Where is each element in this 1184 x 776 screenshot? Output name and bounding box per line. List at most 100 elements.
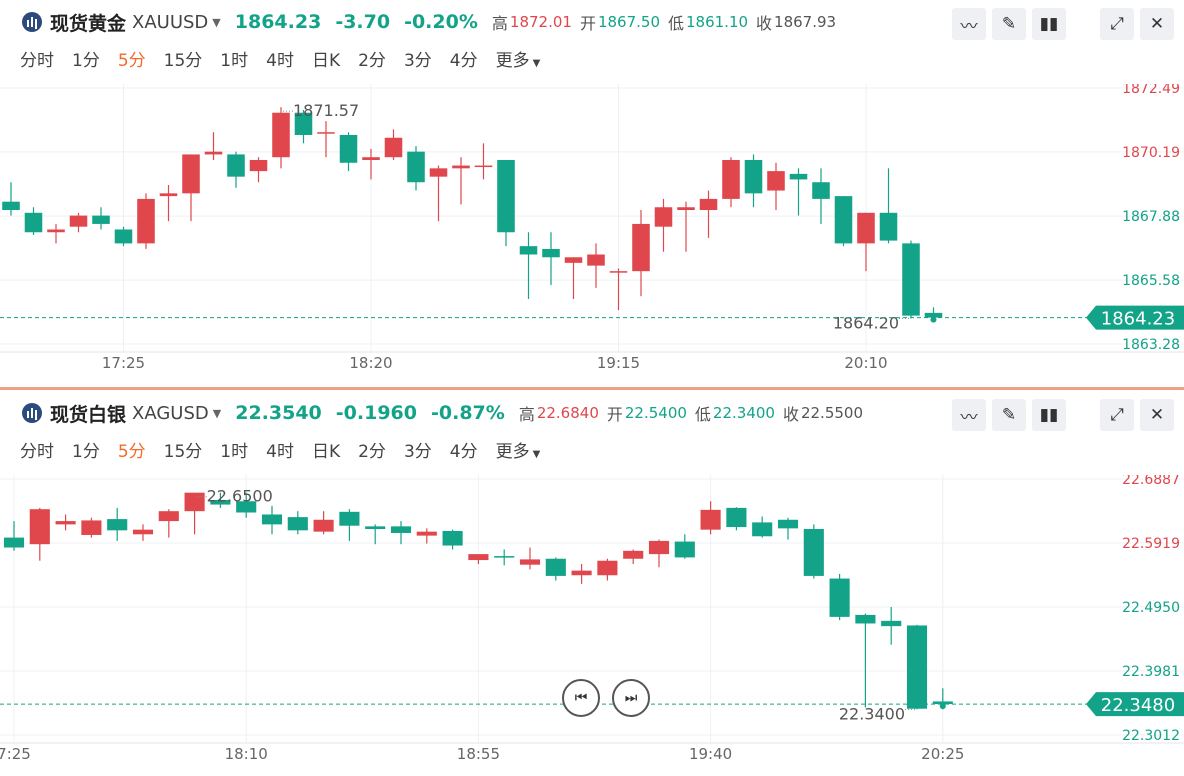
- tab-period[interactable]: 1分: [72, 51, 100, 71]
- candle-body: [906, 625, 928, 709]
- close-value: 22.5500: [800, 404, 863, 422]
- tab-period[interactable]: 4时: [266, 442, 294, 462]
- tab-period[interactable]: 4分: [449, 51, 478, 71]
- candle-body: [564, 257, 583, 263]
- tab-period[interactable]: 1时: [220, 51, 249, 71]
- expand-icon[interactable]: ⤢: [1100, 399, 1134, 431]
- candle-body: [158, 511, 179, 522]
- last-price-tag-label: 1864.23: [1101, 309, 1175, 330]
- y-tick-label: 1865.58: [1122, 273, 1180, 289]
- tab-period[interactable]: 2分: [358, 442, 386, 462]
- candle-body: [81, 520, 102, 535]
- high-value: 22.6840: [536, 404, 599, 422]
- candle-body: [677, 207, 695, 211]
- open-value: 22.5400: [624, 404, 687, 422]
- candle-body: [69, 215, 88, 227]
- close-value: 1867.93: [774, 13, 837, 31]
- gold-panel: 现货黄金 XAUUSD ▼ 1864.23 -3.70 -0.20% 高 1872…: [0, 8, 1184, 384]
- expand-icon[interactable]: ⤢: [1100, 8, 1134, 40]
- candle-body: [519, 559, 541, 565]
- candle-body: [587, 254, 605, 266]
- low-value: 1861.10: [686, 13, 749, 31]
- candle-body: [879, 212, 898, 241]
- close-label: 收: [782, 405, 799, 424]
- skip-forward-icon[interactable]: ⏭: [612, 679, 650, 717]
- candle-body: [924, 312, 943, 318]
- candle-body: [339, 134, 358, 163]
- candle-body: [699, 198, 718, 211]
- silver-panel: 现货白银 XAGUSD ▼ 22.3540 -0.1960 -0.87% 高 22…: [0, 391, 1184, 776]
- candle-tool-icon[interactable]: ▮▮: [1032, 399, 1066, 431]
- max-price-label: 22.6500: [207, 487, 273, 506]
- y-tick-label: 22.4950: [1122, 600, 1180, 616]
- close-icon[interactable]: ✕: [1140, 399, 1174, 431]
- pen-tool-icon[interactable]: ✎: [992, 8, 1026, 40]
- chevron-down-icon[interactable]: ▼: [212, 406, 222, 420]
- candle-body: [313, 519, 334, 532]
- tab-period[interactable]: 15分: [163, 442, 203, 462]
- instrument-name[interactable]: 现货黄金: [50, 12, 127, 35]
- candle-body: [2, 201, 20, 211]
- pen-tool-icon[interactable]: ✎: [992, 399, 1026, 431]
- tab-period-active[interactable]: 5分: [117, 51, 146, 71]
- tab-period[interactable]: 分时: [20, 51, 54, 71]
- tab-period[interactable]: 日K: [311, 442, 341, 462]
- price-change: -3.70: [335, 11, 391, 33]
- tab-more[interactable]: 更多 ▼: [496, 437, 541, 462]
- instrument-name[interactable]: 现货白银: [50, 403, 127, 426]
- instrument-code[interactable]: XAUUSD: [132, 11, 209, 33]
- instrument-code[interactable]: XAGUSD: [132, 402, 209, 424]
- y-tick-label: 22.3012: [1122, 728, 1180, 744]
- candle-body: [317, 132, 335, 134]
- open-value: 1867.50: [597, 13, 660, 31]
- close-icon[interactable]: ✕: [1140, 8, 1174, 40]
- tab-period[interactable]: 1时: [220, 442, 249, 462]
- tab-period[interactable]: 3分: [403, 442, 432, 462]
- candle-body: [789, 173, 808, 180]
- candle-body: [494, 556, 515, 558]
- period-tabs: 分时 1分 5分 15分 1时 4时 日K 2分 3分 4分 更多 ▼: [20, 437, 558, 462]
- tab-period[interactable]: 日K: [311, 51, 341, 71]
- candle-body: [857, 212, 875, 244]
- candle-body: [24, 212, 43, 233]
- x-tick-label: 18:55: [457, 745, 500, 763]
- low-value: 22.3400: [712, 404, 775, 422]
- candle-body: [137, 198, 155, 244]
- candle-body: [497, 159, 515, 233]
- candle-body: [272, 112, 290, 158]
- line-tool-icon[interactable]: 〰: [952, 399, 986, 431]
- candle-tool-icon[interactable]: ▮▮: [1032, 8, 1066, 40]
- last-price: 22.3540: [235, 402, 322, 424]
- silver-candlestick-chart[interactable]: 22.6887 22.5919 22.4950 22.3981 22.3012 7:25 1…: [0, 475, 1184, 775]
- tab-period[interactable]: 2分: [358, 51, 386, 71]
- chart-symbol-icon: [22, 403, 42, 423]
- tab-more[interactable]: 更多 ▼: [496, 46, 541, 71]
- x-tick-label: 18:20: [349, 354, 392, 372]
- candle-body: [47, 229, 65, 233]
- candle-body: [55, 521, 76, 525]
- tab-period[interactable]: 4分: [449, 442, 478, 462]
- candle-body: [632, 223, 650, 272]
- tab-period-active[interactable]: 5分: [117, 442, 146, 462]
- gold-candlestick-chart[interactable]: 1872.49 1870.19 1867.88 1865.58 1863.28 17:25…: [0, 84, 1184, 384]
- line-tool-icon[interactable]: 〰: [952, 8, 986, 40]
- tab-period[interactable]: 3分: [403, 51, 432, 71]
- chevron-down-icon: ▼: [532, 58, 541, 69]
- candle-body: [834, 196, 853, 244]
- tab-period[interactable]: 4时: [266, 51, 294, 71]
- tab-period[interactable]: 分时: [20, 442, 54, 462]
- chevron-down-icon[interactable]: ▼: [212, 15, 221, 29]
- candle-body: [597, 560, 618, 576]
- y-tick-label: 22.6887: [1122, 475, 1180, 488]
- min-price-label: 1864.20: [833, 313, 899, 332]
- more-label: 更多: [495, 51, 530, 71]
- skip-back-icon[interactable]: ⏮: [562, 679, 600, 717]
- candle-body: [159, 193, 178, 197]
- y-tick-label: 1870.19: [1122, 145, 1180, 161]
- tab-period[interactable]: 1分: [72, 442, 100, 462]
- candle-body: [812, 182, 830, 199]
- low-label: 低: [667, 14, 684, 33]
- candle-body: [881, 620, 902, 627]
- candle-body: [204, 151, 223, 155]
- tab-period[interactable]: 15分: [163, 51, 203, 71]
